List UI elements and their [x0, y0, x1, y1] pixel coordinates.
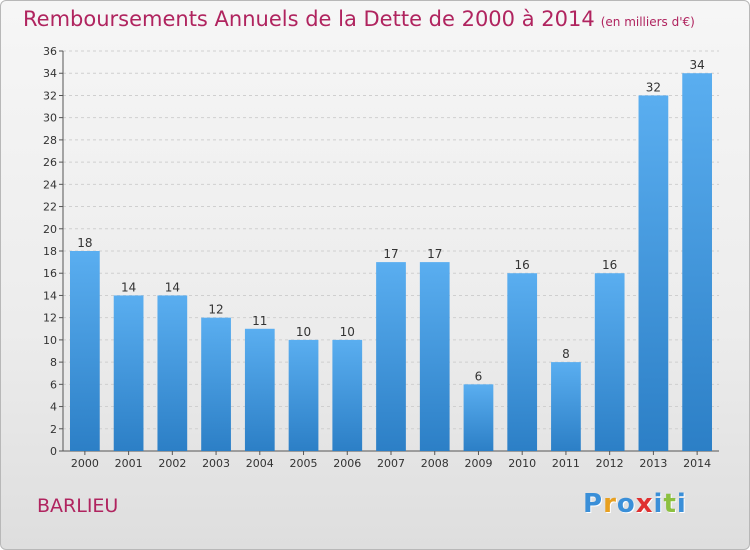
bar-2012: [594, 273, 625, 451]
bar-2000: [69, 251, 100, 451]
x-tick-label-2000: 2000: [71, 457, 99, 470]
y-tick-label: 36: [43, 45, 57, 58]
data-label-2002: 14: [165, 280, 180, 294]
x-tick-label-2003: 2003: [202, 457, 230, 470]
bar-2013: [638, 95, 669, 451]
labels: 0246810121416182022242628303234361820001…: [43, 45, 711, 470]
data-label-2013: 32: [646, 80, 661, 94]
y-tick-label: 16: [43, 267, 57, 280]
bar-2005: [288, 339, 319, 451]
y-tick-label: 26: [43, 156, 57, 169]
bar-2011: [551, 362, 581, 451]
y-tick-label: 32: [43, 89, 57, 102]
bar-2007: [376, 262, 406, 451]
y-tick-label: 34: [43, 67, 57, 80]
y-tick-label: 24: [43, 178, 57, 191]
x-tick-label-2012: 2012: [596, 457, 624, 470]
y-tick-label: 10: [43, 334, 57, 347]
x-tick-label-2011: 2011: [552, 457, 580, 470]
y-tick-label: 14: [43, 289, 57, 302]
y-tick-label: 8: [50, 356, 57, 369]
logo-letter: r: [603, 489, 617, 519]
x-tick-label-2005: 2005: [290, 457, 318, 470]
y-tick-label: 0: [50, 445, 57, 458]
bar-2002: [157, 295, 188, 451]
logo-letter: x: [635, 489, 654, 519]
commune-name: BARLIEU: [37, 495, 119, 517]
data-label-2000: 18: [77, 236, 92, 250]
logo-letter: P: [583, 489, 604, 519]
bar-2003: [201, 317, 231, 451]
chart-subtitle: (en milliers d'€): [600, 15, 695, 29]
data-label-2011: 8: [562, 347, 570, 361]
chart-title: Remboursements Annuels de la Dette de 20…: [23, 7, 695, 31]
data-label-2001: 14: [121, 280, 136, 294]
bar-2010: [507, 273, 538, 451]
bars: [69, 73, 713, 451]
data-label-2007: 17: [383, 247, 398, 261]
bar-2001: [113, 295, 144, 451]
x-tick-label-2009: 2009: [464, 457, 492, 470]
y-tick-label: 30: [43, 112, 57, 125]
data-label-2008: 17: [427, 247, 442, 261]
logo-letter: i: [676, 489, 687, 519]
y-tick-label: 18: [43, 245, 57, 258]
data-label-2005: 10: [296, 325, 311, 339]
x-tick-label-2006: 2006: [333, 457, 361, 470]
x-tick-label-2001: 2001: [115, 457, 143, 470]
chart-title-text: Remboursements Annuels de la Dette de 20…: [23, 7, 595, 31]
bar-2006: [332, 339, 363, 451]
data-label-2006: 10: [340, 325, 355, 339]
logo-letter: i: [653, 489, 664, 519]
logo-letter: t: [663, 489, 677, 519]
x-tick-label-2014: 2014: [683, 457, 711, 470]
y-tick-label: 28: [43, 134, 57, 147]
bar-2004: [244, 328, 275, 451]
x-tick-label-2008: 2008: [421, 457, 449, 470]
y-tick-label: 6: [50, 378, 57, 391]
data-label-2014: 34: [689, 58, 704, 72]
data-label-2003: 12: [208, 303, 223, 317]
data-label-2012: 16: [602, 258, 617, 272]
y-tick-label: 22: [43, 201, 57, 214]
bar-2009: [463, 384, 494, 451]
y-tick-label: 20: [43, 223, 57, 236]
x-tick-label-2004: 2004: [246, 457, 274, 470]
bar-2008: [419, 262, 450, 451]
x-tick-label-2010: 2010: [508, 457, 536, 470]
bar-2014: [682, 73, 713, 451]
x-tick-label-2002: 2002: [158, 457, 186, 470]
x-tick-label-2007: 2007: [377, 457, 405, 470]
data-label-2004: 11: [252, 314, 267, 328]
data-label-2009: 6: [475, 369, 483, 383]
x-tick-label-2013: 2013: [639, 457, 667, 470]
proxiti-logo: Proxiti: [583, 489, 687, 519]
y-tick-label: 2: [50, 423, 57, 436]
data-label-2010: 16: [515, 258, 530, 272]
y-tick-label: 4: [50, 401, 57, 414]
y-tick-label: 12: [43, 312, 57, 325]
logo-letter: o: [616, 489, 636, 519]
